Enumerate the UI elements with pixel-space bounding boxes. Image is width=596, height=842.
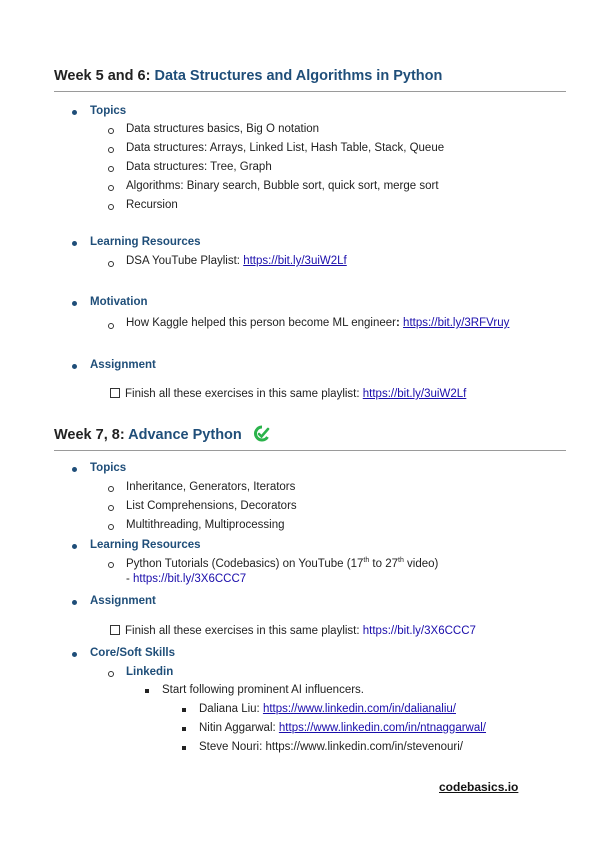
motivation-item: How Kaggle helped this person become ML … bbox=[126, 317, 509, 329]
resource-text: DSA YouTube Playlist: bbox=[126, 255, 244, 267]
bullet-topics-1 bbox=[72, 110, 77, 115]
assignment-label-1: Assignment bbox=[90, 359, 156, 371]
footer-brand[interactable]: codebasics.io bbox=[439, 780, 519, 794]
codebasics-logo-icon bbox=[254, 425, 270, 442]
section2-divider bbox=[54, 450, 566, 451]
bullet-assignment-2 bbox=[72, 600, 77, 605]
bullet-topics-2 bbox=[72, 467, 77, 472]
topic-item: Recursion bbox=[126, 199, 178, 211]
resources-label-1: Learning Resources bbox=[90, 236, 201, 248]
linkedin-intro: Start following prominent AI influencers… bbox=[162, 684, 364, 696]
sub-bullet bbox=[108, 185, 114, 191]
soft-skills-label: Core/Soft Skills bbox=[90, 647, 175, 659]
motivation-label: Motivation bbox=[90, 296, 148, 308]
section2-title-prefix: Week 7, 8: bbox=[54, 427, 129, 443]
resource-dash: - bbox=[126, 573, 134, 585]
sub-bullet bbox=[108, 323, 114, 329]
assignment-item-1: Finish all these exercises in this same … bbox=[110, 388, 466, 400]
topic-item: Data structures basics, Big O notation bbox=[126, 123, 320, 135]
linkedin-label: Linkedin bbox=[126, 666, 174, 678]
influencer-item: Nitin Aggarwal: https://www.linkedin.com… bbox=[199, 722, 486, 734]
topic-item: Algorithms: Binary search, Bubble sort, … bbox=[126, 180, 439, 192]
sub-bullet bbox=[108, 261, 114, 267]
bullet-motivation bbox=[72, 301, 77, 306]
ordinal-sup: th bbox=[363, 557, 370, 564]
sub-bullet bbox=[108, 524, 114, 530]
kaggle-story-link[interactable]: https://bit.ly/3RFVruy bbox=[403, 317, 510, 329]
ordinal-sup: th bbox=[398, 557, 404, 564]
resource-text-b: to 27 bbox=[369, 557, 399, 570]
checkbox-icon[interactable] bbox=[110, 625, 120, 635]
bullet-resources-1 bbox=[72, 241, 77, 246]
assignment-label-2: Assignment bbox=[90, 595, 156, 607]
sub-bullet bbox=[108, 486, 114, 492]
assignment-text: Finish all these exercises in this same … bbox=[125, 388, 363, 400]
sub-bullet bbox=[108, 147, 114, 153]
influencer-name: Daliana Liu: bbox=[199, 703, 263, 715]
sub-bullet bbox=[108, 204, 114, 210]
topic-item: List Comprehensions, Decorators bbox=[126, 500, 297, 512]
topics-label-1: Topics bbox=[90, 105, 127, 117]
resource-item-1: DSA YouTube Playlist: https://bit.ly/3ui… bbox=[126, 255, 347, 267]
influencer-link-plain: https://www.linkedin.com/in/stevenouri/ bbox=[265, 741, 463, 753]
topic-item: Inheritance, Generators, Iterators bbox=[126, 481, 296, 493]
resource-link-line: - https://bit.ly/3X6CCC7 bbox=[126, 573, 246, 585]
section2-title-accent: Advance Python bbox=[128, 427, 242, 443]
section1-divider bbox=[54, 91, 566, 92]
influencer-link[interactable]: https://www.linkedin.com/in/ntnaggarwal/ bbox=[278, 722, 487, 734]
topic-item: Multithreading, Multiprocessing bbox=[126, 519, 285, 531]
assignment-item-2: Finish all these exercises in this same … bbox=[110, 625, 476, 637]
topic-item: Data structures: Tree, Graph bbox=[126, 161, 272, 173]
bullet-assignment-1 bbox=[72, 364, 77, 369]
section1-heading: Week 5 and 6: Data Structures and Algori… bbox=[54, 68, 442, 84]
bullet-resources-2 bbox=[72, 544, 77, 549]
topic-item: Data structures: Arrays, Linked List, Ha… bbox=[126, 142, 445, 154]
python-tutorials-link[interactable]: https://bit.ly/3X6CCC7 bbox=[133, 573, 247, 585]
influencer-item: Steve Nouri: https://www.linkedin.com/in… bbox=[199, 741, 463, 753]
sub-bullet bbox=[108, 562, 114, 568]
topics-label-2: Topics bbox=[90, 462, 127, 474]
influencer-link[interactable]: https://www.linkedin.com/in/dalianaliu/ bbox=[262, 703, 456, 715]
assignment-text: Finish all these exercises in this same … bbox=[125, 625, 363, 637]
square-bullet bbox=[182, 746, 186, 750]
assignment-playlist-link-2[interactable]: https://bit.ly/3X6CCC7 bbox=[362, 625, 476, 637]
resource-item-2: Python Tutorials (Codebasics) on YouTube… bbox=[126, 557, 438, 570]
resource-text-c: video) bbox=[403, 557, 439, 570]
bullet-soft-skills bbox=[72, 652, 77, 657]
section1-title-prefix: Week 5 and 6: bbox=[54, 68, 155, 84]
section1-title-accent: Data Structures and Algorithms in Python bbox=[154, 68, 443, 84]
resources-label-2: Learning Resources bbox=[90, 539, 201, 551]
square-bullet bbox=[182, 727, 186, 731]
dsa-playlist-link[interactable]: https://bit.ly/3uiW2Lf bbox=[243, 255, 347, 267]
square-bullet bbox=[145, 689, 149, 693]
motivation-text: How Kaggle helped this person become ML … bbox=[126, 317, 396, 329]
assignment-playlist-link[interactable]: https://bit.ly/3uiW2Lf bbox=[362, 388, 467, 400]
checkbox-icon[interactable] bbox=[110, 388, 120, 398]
sub-bullet bbox=[108, 671, 114, 677]
square-bullet bbox=[182, 708, 186, 712]
sub-bullet bbox=[108, 505, 114, 511]
influencer-name: Nitin Aggarwal: bbox=[199, 722, 279, 734]
influencer-name: Steve Nouri: bbox=[199, 741, 266, 753]
sub-bullet bbox=[108, 128, 114, 134]
motivation-colon: : bbox=[396, 317, 400, 329]
resource-text-a: Python Tutorials (Codebasics) on YouTube… bbox=[126, 557, 364, 570]
sub-bullet bbox=[108, 166, 114, 172]
influencer-item: Daliana Liu: https://www.linkedin.com/in… bbox=[199, 703, 456, 715]
section2-heading: Week 7, 8: Advance Python bbox=[54, 427, 242, 443]
